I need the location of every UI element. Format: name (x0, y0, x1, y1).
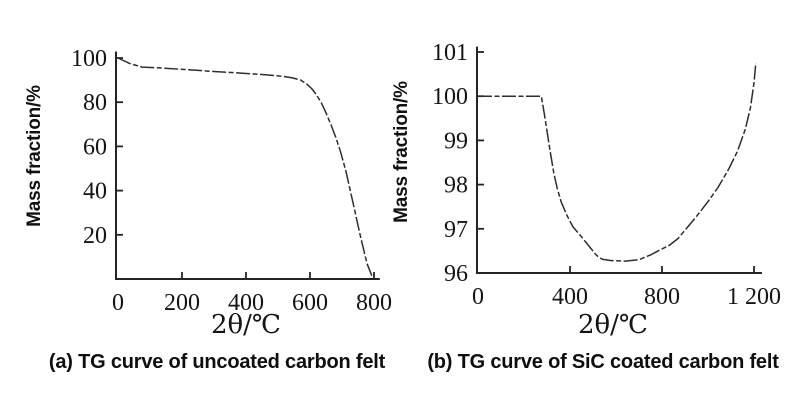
x-tick-label: 800 (356, 290, 392, 316)
y-tick-label: 60 (83, 134, 107, 160)
caption-panel-a: (a) TG curve of uncoated carbon felt (48, 351, 386, 373)
x-tick-label: 200 (164, 290, 200, 316)
y-tick-label: 97 (444, 217, 468, 243)
y-tick-label: 100 (432, 84, 468, 110)
x-tick-label: 0 (112, 290, 124, 316)
y-tick-label: 98 (444, 173, 468, 199)
y-tick-label: 100 (71, 46, 107, 72)
caption-panel-b: (b) TG curve of SiC coated carbon felt (427, 351, 779, 373)
x-tick-label: 800 (644, 284, 680, 310)
x-axis-label-panel-a: 2θ/℃ (210, 310, 282, 340)
axes-panel-a (115, 51, 380, 280)
tg-curve-b (478, 62, 757, 262)
x-tick-label: 0 (472, 284, 484, 310)
x-tick-label: 400 (552, 284, 588, 310)
tg-chart-panel-a: 20 40 60 80 100 0 200 400 600 800 (71, 46, 392, 316)
y-tick-label: 40 (83, 179, 107, 205)
x-tick-label: 600 (292, 290, 328, 316)
tg-chart-panel-b: 96 97 98 99 100 101 0 400 800 1 200 (432, 40, 781, 310)
axes-panel-b (476, 46, 762, 274)
y-tick-label: 99 (444, 128, 468, 154)
x-tick-label: 1 200 (727, 284, 781, 310)
y-axis-label-panel-b: Mass fraction/% (391, 81, 412, 223)
y-tick-label: 80 (83, 90, 107, 116)
tg-curve-a (117, 57, 373, 276)
x-axis-label-panel-b: 2θ/℃ (577, 310, 649, 340)
y-tick-label: 20 (83, 223, 107, 249)
y-tick-label: 96 (444, 261, 468, 287)
x-tick-label: 400 (228, 290, 264, 316)
y-axis-label-panel-a: Mass fraction/% (24, 85, 45, 227)
y-tick-label: 101 (432, 40, 468, 66)
